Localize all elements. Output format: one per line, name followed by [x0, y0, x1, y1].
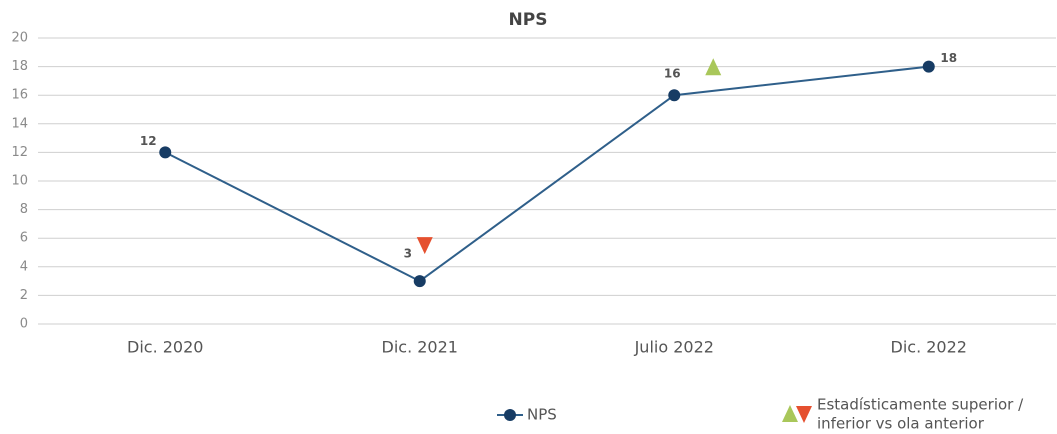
y-tick-label: 4	[20, 259, 28, 274]
y-tick-label: 10	[11, 174, 28, 189]
data-label: 12	[140, 134, 157, 148]
y-tick-label: 0	[20, 317, 28, 332]
x-tick-label: Dic. 2020	[127, 338, 203, 357]
x-tick-label: Dic. 2022	[891, 338, 967, 357]
significance-marker	[705, 58, 722, 76]
x-tick-label: Dic. 2021	[382, 338, 458, 357]
legend-down-marker	[796, 406, 812, 423]
y-tick-label: 12	[11, 145, 28, 160]
legend-label: Estadísticamente superior /	[817, 396, 1024, 414]
legend-label: NPS	[527, 406, 557, 424]
data-point	[922, 60, 935, 73]
data-label: 18	[940, 51, 957, 65]
legend-up-marker	[782, 405, 798, 422]
data-label: 16	[664, 67, 681, 81]
y-tick-label: 18	[11, 59, 28, 74]
significance-marker	[416, 237, 433, 255]
y-tick-label: 20	[11, 31, 28, 46]
y-tick-label: 16	[11, 88, 28, 103]
y-tick-label: 6	[20, 231, 28, 246]
y-tick-label: 14	[11, 116, 28, 131]
chart-title: NPS	[509, 10, 548, 30]
y-tick-label: 8	[20, 202, 28, 217]
data-point	[668, 89, 681, 102]
data-point	[159, 146, 172, 159]
series-line	[164, 65, 929, 283]
y-tick-label: 2	[20, 288, 28, 303]
x-tick-label: Julio 2022	[634, 338, 714, 357]
legend-marker	[504, 409, 516, 421]
data-point	[413, 275, 426, 288]
legend-label: inferior vs ola anterior	[817, 415, 985, 433]
data-label: 3	[404, 247, 412, 261]
